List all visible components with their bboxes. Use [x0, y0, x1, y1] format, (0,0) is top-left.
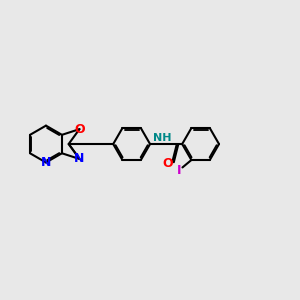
Text: N: N — [41, 156, 51, 169]
Text: O: O — [74, 123, 85, 136]
Text: I: I — [177, 164, 182, 177]
Text: N: N — [74, 152, 85, 166]
Text: NH: NH — [153, 133, 172, 143]
Text: O: O — [163, 157, 173, 170]
